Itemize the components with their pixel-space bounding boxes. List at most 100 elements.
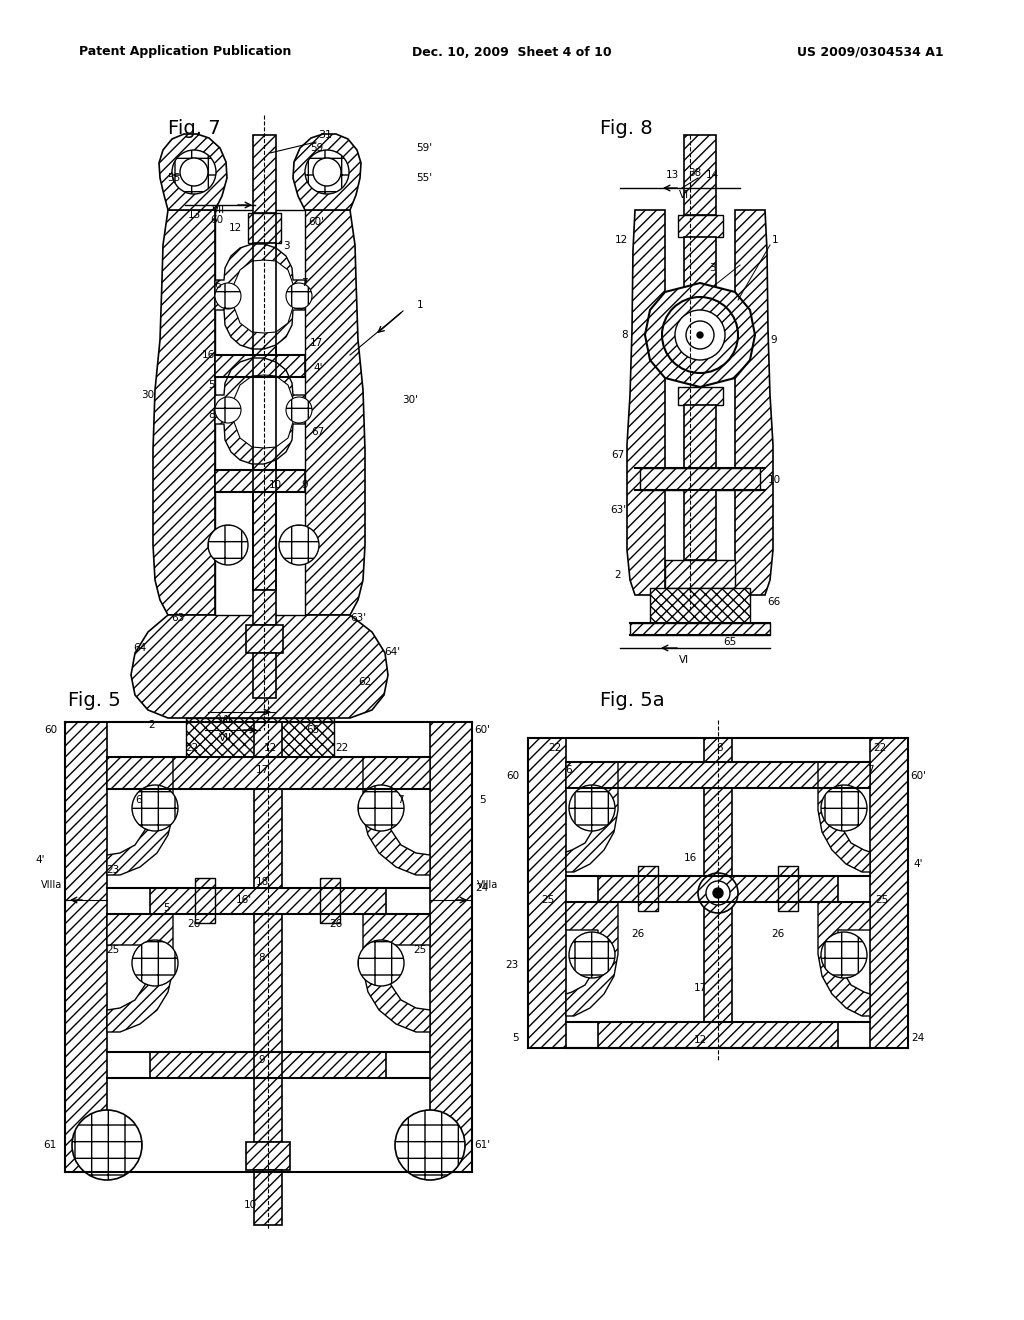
Bar [665, 560, 735, 587]
Circle shape [697, 333, 703, 338]
Text: 14: 14 [706, 170, 719, 180]
Text: 26: 26 [771, 929, 784, 939]
Bar [678, 387, 723, 405]
Text: 8: 8 [259, 953, 265, 964]
Text: 25: 25 [106, 945, 120, 954]
Text: VII: VII [218, 733, 231, 743]
Bar [254, 722, 282, 912]
Polygon shape [234, 375, 293, 447]
Text: 3: 3 [709, 263, 716, 273]
Text: VIIIa: VIIIa [41, 880, 62, 890]
Text: 66: 66 [767, 597, 780, 607]
Text: 5: 5 [478, 795, 485, 805]
Bar [684, 135, 716, 215]
Text: 10: 10 [767, 475, 780, 484]
Text: 25: 25 [876, 895, 889, 906]
Text: 63': 63' [350, 612, 366, 623]
Text: 3: 3 [283, 242, 290, 251]
Text: 61': 61' [474, 1140, 490, 1150]
Circle shape [180, 158, 208, 186]
Text: 4': 4' [313, 363, 323, 374]
Text: 1: 1 [772, 235, 778, 246]
Polygon shape [818, 902, 870, 1016]
Circle shape [215, 397, 241, 422]
Text: VIIIa: VIIIa [477, 880, 499, 890]
Text: Fig. 7: Fig. 7 [168, 119, 220, 137]
Polygon shape [215, 210, 305, 615]
Bar [248, 213, 281, 243]
Bar [678, 215, 723, 238]
Bar [150, 756, 386, 789]
Bar [705, 738, 732, 1048]
Text: 59: 59 [309, 143, 323, 153]
Text: Fig. 8: Fig. 8 [600, 119, 652, 137]
Bar [150, 1052, 386, 1078]
Circle shape [132, 940, 178, 986]
Text: 24: 24 [475, 883, 488, 894]
Text: 6: 6 [215, 280, 221, 290]
Bar [254, 912, 282, 1052]
Polygon shape [131, 615, 388, 718]
Bar [215, 470, 305, 492]
Text: 17: 17 [255, 766, 268, 775]
Bar [215, 355, 305, 378]
Polygon shape [627, 210, 665, 595]
Text: VI: VI [679, 655, 689, 665]
Bar [253, 243, 276, 355]
Text: 65: 65 [306, 725, 319, 735]
Text: 6: 6 [136, 795, 142, 805]
Text: 60': 60' [910, 771, 926, 781]
Polygon shape [293, 135, 361, 210]
Text: 26: 26 [330, 919, 343, 929]
Text: 26: 26 [187, 919, 201, 929]
Text: 22: 22 [549, 743, 561, 752]
Circle shape [208, 525, 248, 565]
Text: 8: 8 [208, 411, 215, 420]
Polygon shape [234, 260, 293, 333]
Text: 10: 10 [244, 1200, 257, 1210]
Text: 60': 60' [308, 216, 324, 227]
Circle shape [698, 873, 738, 913]
Circle shape [305, 150, 349, 194]
Text: 55': 55' [416, 173, 432, 183]
Bar [778, 866, 798, 911]
Text: 9: 9 [302, 480, 308, 490]
Text: 30': 30' [402, 395, 418, 405]
Bar [319, 878, 340, 923]
Polygon shape [362, 913, 430, 1032]
Text: 18: 18 [255, 876, 268, 887]
Text: 25: 25 [414, 945, 427, 954]
Circle shape [569, 785, 615, 832]
Bar [684, 238, 716, 292]
Text: 7: 7 [866, 766, 873, 775]
Text: 1: 1 [417, 300, 423, 310]
Bar [65, 722, 106, 1172]
Text: 4': 4' [913, 859, 923, 869]
Text: 64': 64' [384, 647, 400, 657]
Text: 16': 16' [236, 895, 252, 906]
Text: 9: 9 [771, 335, 777, 345]
Polygon shape [362, 756, 430, 875]
Bar [684, 490, 716, 560]
Bar [430, 722, 472, 1172]
Circle shape [286, 282, 312, 309]
Bar [254, 1052, 282, 1142]
Text: 22: 22 [873, 743, 887, 752]
Text: 24: 24 [911, 1034, 925, 1043]
Polygon shape [818, 762, 870, 873]
Bar [246, 624, 283, 653]
Text: Patent Application Publication: Patent Application Publication [79, 45, 291, 58]
Text: 16: 16 [202, 350, 215, 360]
Circle shape [72, 1110, 142, 1180]
Polygon shape [153, 210, 215, 615]
Text: 65: 65 [723, 638, 736, 647]
Circle shape [686, 321, 714, 348]
Text: Fig. 5: Fig. 5 [68, 690, 121, 710]
Text: 12: 12 [693, 1035, 707, 1045]
Text: 64: 64 [133, 643, 146, 653]
Text: 10: 10 [268, 480, 282, 490]
Text: 7: 7 [301, 279, 307, 288]
Text: 16: 16 [683, 853, 696, 863]
Bar [253, 653, 276, 698]
Bar [253, 389, 276, 470]
